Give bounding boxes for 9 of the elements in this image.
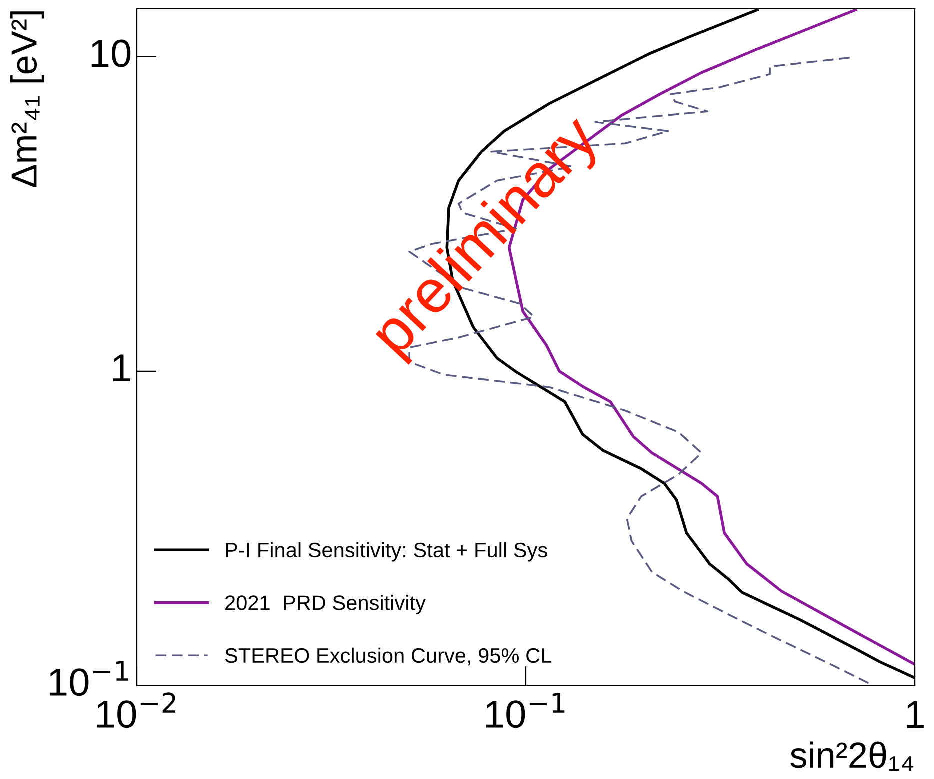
legend-label: STEREO Exclusion Curve, 95% CL xyxy=(225,648,552,666)
legend-label: 2021 PRD Sensitivity xyxy=(226,595,426,614)
y-axis-title: Δm²₄₁ [eV²] xyxy=(10,12,44,188)
x-axis-title: sin²2θ₁₄ xyxy=(790,742,914,771)
y-tick-label: 10 xyxy=(92,40,131,68)
legend-label: P-I Final Sensitivity: Stat + Full Sys xyxy=(226,542,548,562)
x-tick-label: 10$^{−1}$ xyxy=(486,693,565,728)
y-tick-label: 1 xyxy=(113,354,130,382)
x-tick-label: 1 xyxy=(907,701,924,728)
